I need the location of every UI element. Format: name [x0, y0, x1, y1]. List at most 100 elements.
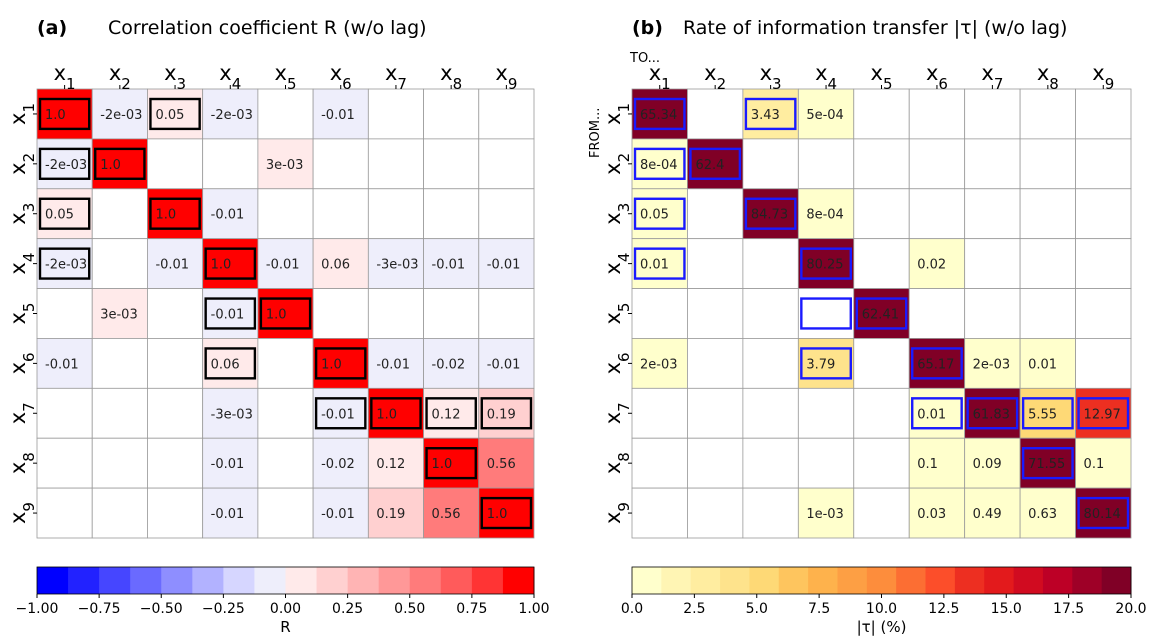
column-header-x2: x2 — [704, 61, 726, 93]
heatmap-cell — [797, 238, 855, 289]
cell-value-label: 0.56 — [432, 507, 461, 522]
cell-value-label: -3e-03 — [376, 258, 418, 273]
heatmap-cell — [853, 338, 910, 389]
highlight-box — [38, 197, 91, 230]
heatmap-cell — [36, 88, 93, 140]
colorbar-tick-label: 20.0 — [1115, 601, 1146, 617]
colorbar-segment — [161, 567, 193, 594]
heatmap-cell — [687, 387, 744, 439]
colorbar-tick-label: 17.5 — [1053, 601, 1084, 617]
cell-value-label: -0.01 — [266, 258, 300, 273]
heatmap-cell — [797, 188, 855, 240]
heatmap-cell — [687, 437, 744, 489]
cell-value-label: 61.83 — [973, 407, 1010, 422]
colorbar-segment — [68, 567, 100, 594]
panel-label: (a) — [37, 17, 67, 39]
heatmap-cell — [202, 288, 259, 339]
highlight-box — [689, 147, 742, 180]
highlight-box — [314, 397, 367, 430]
heatmap-cell — [257, 288, 314, 339]
colorbar-tick-label: 15.0 — [991, 601, 1022, 617]
row-header-x3: x3 — [601, 203, 633, 225]
cell-value-label: -2e-03 — [100, 108, 142, 123]
colorbar-segment — [954, 567, 985, 594]
highlight-box — [633, 147, 686, 180]
heatmap-cell — [478, 437, 535, 489]
colorbar-segment — [837, 567, 868, 594]
heatmap-cell — [853, 387, 910, 439]
row-header-x4: x4 — [6, 253, 38, 275]
cell-value-label: 12.97 — [1084, 407, 1121, 422]
heatmap-cell — [91, 437, 148, 489]
heatmap-cell — [742, 138, 799, 190]
cell-value-label: 62.41 — [862, 308, 899, 323]
cell-value-label: 2e-03 — [973, 357, 1011, 372]
heatmap-cell — [742, 338, 799, 389]
heatmap-cell — [257, 138, 314, 190]
heatmap-cell — [91, 487, 148, 539]
heatmap-cell — [36, 238, 93, 289]
heatmap-cell — [257, 487, 314, 539]
heatmap-cell — [147, 437, 204, 489]
column-header-x1: x1 — [54, 61, 76, 93]
colorbar-tick-label: 0.00 — [270, 601, 301, 617]
cell-value-label: 0.12 — [432, 407, 461, 422]
highlight-box — [911, 347, 963, 380]
cell-value-label: -2e-03 — [45, 158, 87, 173]
highlight-box — [1077, 397, 1130, 430]
row-header-x2: x2 — [601, 153, 633, 175]
heatmap-cell — [478, 288, 535, 339]
highlight-box — [911, 397, 963, 430]
heatmap-cell — [367, 387, 424, 439]
colorbar-tick-label: −0.75 — [78, 601, 121, 617]
heatmap-cell — [908, 88, 966, 140]
column-header-x3: x3 — [164, 61, 186, 93]
cell-value-label: 65.34 — [640, 108, 677, 123]
colorbar-segment — [130, 567, 162, 594]
cell-value-label: -0.01 — [211, 507, 245, 522]
cell-value-label: 80.25 — [806, 258, 843, 273]
highlight-box — [800, 347, 852, 380]
cell-value-label: 62.4 — [695, 158, 724, 173]
row-header-x7: x7 — [601, 402, 633, 424]
column-header-x4: x4 — [219, 61, 241, 93]
column-header-x1: x1 — [649, 61, 671, 93]
highlight-box — [633, 97, 686, 131]
heatmap-cell — [312, 338, 369, 389]
colorbar-segment — [1072, 567, 1103, 594]
heatmap-cell — [742, 487, 799, 539]
panel-label: (b) — [632, 17, 663, 39]
heatmap-cell — [147, 338, 204, 389]
colorbar-segment — [1101, 567, 1132, 594]
cell-value-label: 0.05 — [155, 108, 184, 123]
row-header-x8: x8 — [601, 452, 633, 474]
heatmap-cell — [147, 487, 204, 539]
highlight-box — [370, 397, 422, 430]
heatmap-cell — [1075, 338, 1132, 389]
heatmap-cell — [964, 138, 1021, 190]
colorbar-segment — [808, 567, 838, 594]
cell-value-label: 0.1 — [1084, 457, 1105, 472]
panel-title: Correlation coefficient R (w/o lag) — [108, 17, 427, 39]
heatmap-cell — [742, 238, 799, 289]
heatmap-cell — [687, 487, 744, 539]
cell-value-label: -0.01 — [321, 407, 355, 422]
row-header-x5: x5 — [6, 303, 38, 325]
highlight-box — [633, 247, 686, 280]
cell-value-label: 5.55 — [1028, 407, 1057, 422]
heatmap-cell — [908, 437, 966, 489]
cell-value-label: 0.05 — [640, 208, 669, 223]
heatmap-cell — [1019, 88, 1076, 140]
cell-value-label: -0.01 — [45, 357, 79, 372]
heatmap-cell — [367, 88, 424, 140]
column-header-x3: x3 — [760, 61, 782, 93]
heatmap-cell — [631, 238, 688, 289]
row-header-x9: x9 — [6, 502, 38, 524]
cell-value-label: 1.0 — [211, 258, 232, 273]
heatmap-cell — [367, 487, 424, 539]
colorbar-segment — [1013, 567, 1044, 594]
row-header-x3: x3 — [6, 203, 38, 225]
heatmap-cell — [423, 138, 480, 190]
heatmap-cell — [36, 288, 93, 339]
highlight-box — [800, 297, 852, 330]
